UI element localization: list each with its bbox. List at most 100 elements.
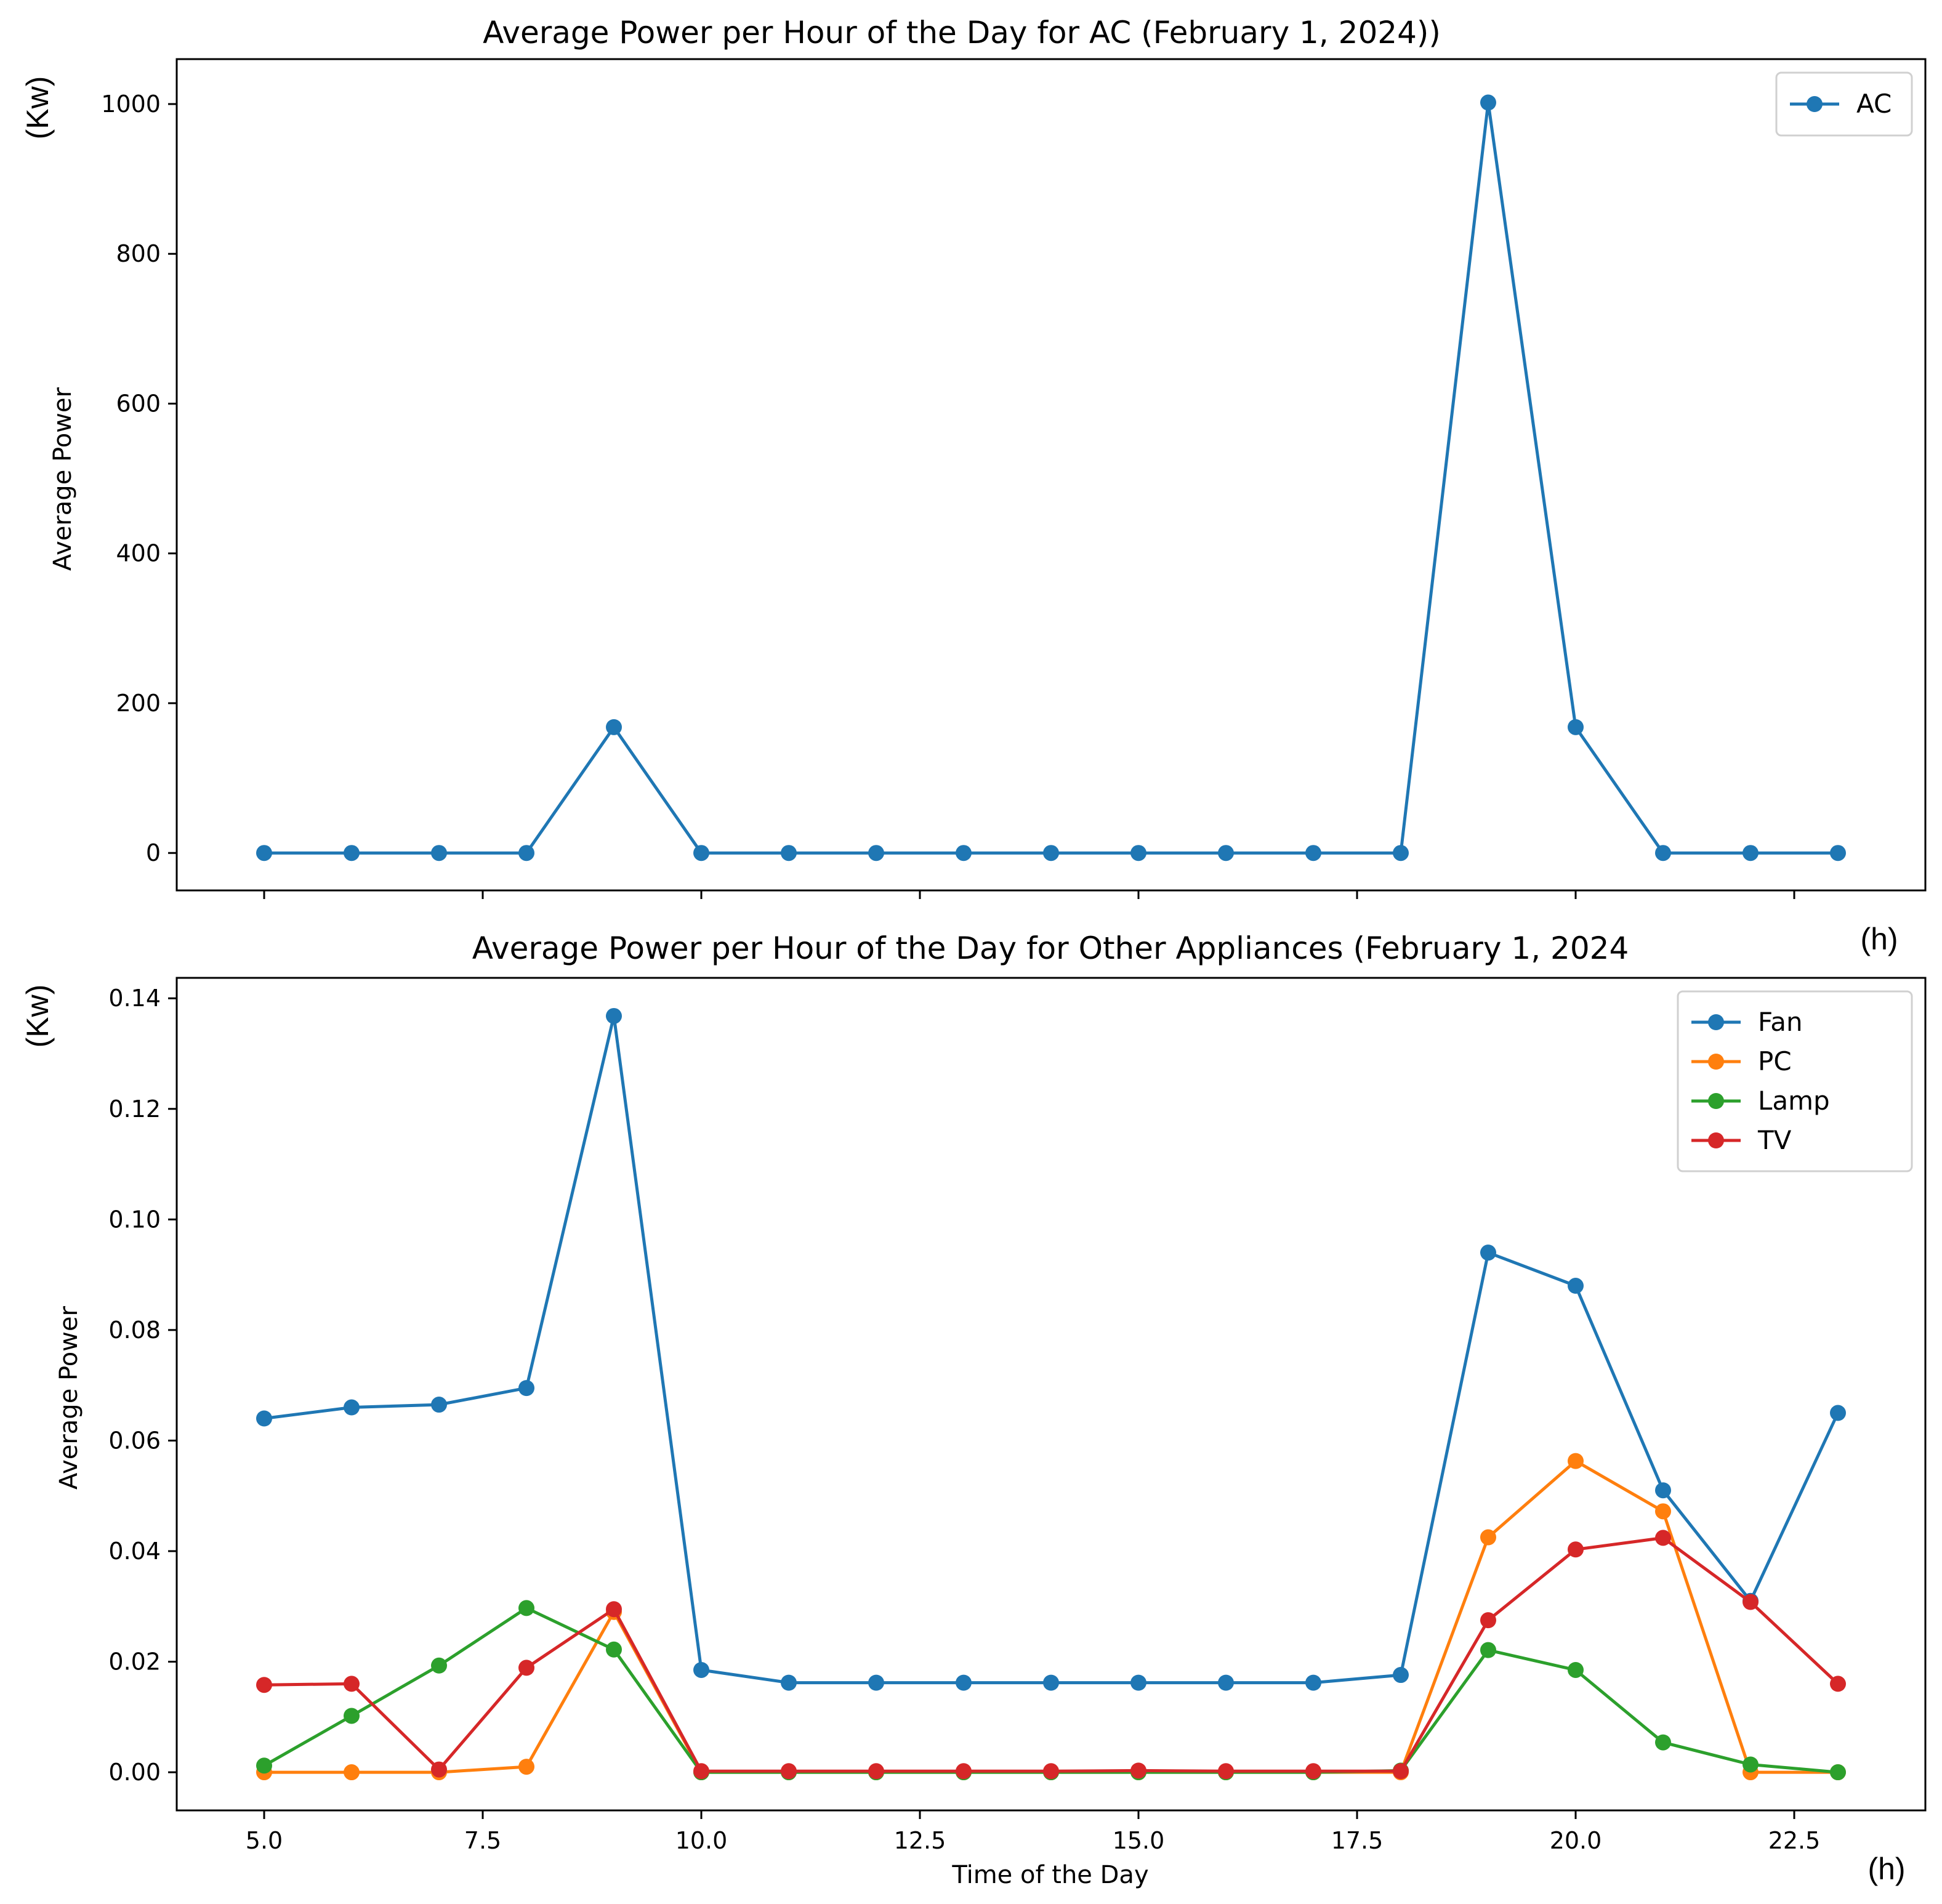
lamp-data-point: [606, 1641, 622, 1658]
appliances-y-tick-label: 0.14: [108, 985, 161, 1012]
fan-data-point: [1655, 1482, 1671, 1499]
lamp-legend-marker: [1708, 1093, 1724, 1109]
lamp-data-point: [256, 1757, 272, 1774]
fan-data-point: [1568, 1278, 1584, 1294]
pc-legend-marker: [1708, 1054, 1724, 1070]
tv-data-point: [1743, 1594, 1759, 1610]
ac-data-point: [1568, 719, 1584, 735]
ac-data-point: [431, 845, 447, 861]
ac-y-tick-label: 200: [116, 690, 161, 717]
fan-data-point: [781, 1674, 797, 1691]
lamp-data-point: [431, 1657, 447, 1674]
ac-data-point: [1743, 845, 1759, 861]
appliances-power-chart: Average Power per Hour of the Day for Ot…: [20, 930, 1927, 1889]
tv-data-point: [344, 1676, 360, 1692]
fan-series-line: [264, 1014, 1840, 1685]
tv-data-point: [1655, 1530, 1671, 1546]
lamp-data-point: [1830, 1764, 1846, 1781]
lamp-data-point: [1743, 1756, 1759, 1773]
tv-data-point: [1130, 1762, 1146, 1779]
appliances-x-axis-label: Time of the Day: [951, 1861, 1148, 1889]
appliances-x-tick-label: 17.5: [1331, 1827, 1384, 1854]
appliances-x-tick-label: 12.5: [894, 1827, 946, 1854]
fan-data-point: [956, 1674, 972, 1691]
tv-data-point: [1568, 1541, 1584, 1558]
appliances-y-tick-label: 0.00: [108, 1759, 161, 1786]
ac-y-unit: (Kw): [20, 76, 55, 140]
ac-data-point: [1393, 845, 1409, 861]
appliances-x-unit: (h): [1867, 1852, 1905, 1886]
fan-data-point: [1480, 1244, 1496, 1261]
tv-data-point: [606, 1601, 622, 1618]
ac-data-point: [781, 845, 797, 861]
ac-legend-marker: [1807, 96, 1823, 112]
appliances-x-tick-label: 22.5: [1768, 1827, 1821, 1854]
ac-y-tick-label: 1000: [101, 91, 161, 118]
appliances-x-tick-label: 10.0: [675, 1827, 728, 1854]
ac-data-point: [1043, 845, 1059, 861]
tv-data-point: [1218, 1763, 1234, 1780]
ac-data-point: [956, 845, 972, 861]
tv-data-point: [868, 1763, 884, 1780]
ac-x-unit: (h): [1860, 922, 1898, 956]
ac-series-line: [264, 101, 1838, 855]
appliances-legend: Fan PC Lamp TV: [1677, 990, 1913, 1172]
ac-data-point: [518, 845, 534, 861]
ac-legend: AC: [1775, 71, 1913, 137]
ac-data-point: [868, 845, 884, 861]
ac-y-tick-label: 600: [116, 390, 161, 417]
ac-data-point: [256, 845, 272, 861]
ac-data-point: [1130, 845, 1146, 861]
fan-data-point: [1130, 1674, 1146, 1691]
fan-data-point: [1218, 1674, 1234, 1691]
pc-legend-label: PC: [1758, 1046, 1792, 1076]
tv-data-point: [518, 1660, 534, 1676]
ac-legend-label: AC: [1856, 89, 1892, 119]
pc-data-point: [518, 1759, 534, 1775]
appliances-y-unit: (Kw): [20, 985, 55, 1048]
appliances-y-tick-label: 0.06: [108, 1427, 161, 1454]
ac-y-tick-label: 0: [146, 839, 161, 866]
tv-data-point: [1305, 1763, 1321, 1780]
fan-legend-label: Fan: [1758, 1007, 1803, 1037]
appliances-plot-area: [175, 977, 1927, 1812]
tv-data-point: [956, 1763, 972, 1780]
ac-data-point: [1480, 94, 1496, 111]
ac-data-point: [606, 719, 622, 735]
ac-data-point: [1305, 845, 1321, 861]
appliances-y-axis-label: Average Power: [55, 1305, 83, 1489]
fan-data-point: [1393, 1667, 1409, 1684]
fan-data-point: [344, 1399, 360, 1416]
ac-data-point: [1830, 845, 1846, 861]
lamp-data-point: [344, 1708, 360, 1724]
fan-data-point: [1043, 1674, 1059, 1691]
appliances-x-tick-label: 15.0: [1113, 1827, 1165, 1854]
fan-data-point: [256, 1410, 272, 1427]
tv-data-point: [693, 1763, 709, 1780]
lamp-data-point: [1568, 1661, 1584, 1678]
pc-data-point: [1568, 1453, 1584, 1469]
tv-legend-marker: [1708, 1132, 1724, 1148]
appliances-x-tick-label: 20.0: [1550, 1827, 1602, 1854]
ac-y-tick-label: 800: [116, 240, 161, 267]
tv-data-point: [431, 1761, 447, 1778]
fan-data-point: [1305, 1674, 1321, 1691]
ac-y-tick-label: 400: [116, 540, 161, 567]
fan-data-point: [431, 1397, 447, 1413]
tv-data-point: [1393, 1763, 1409, 1780]
tv-series-line: [264, 1536, 1839, 1773]
appliances-y-tick-label: 0.10: [108, 1206, 161, 1233]
fan-data-point: [868, 1674, 884, 1691]
tv-data-point: [256, 1677, 272, 1693]
ac-data-point: [1655, 845, 1671, 861]
ac-y-axis-label: Average Power: [49, 387, 77, 570]
appliances-y-tick-label: 0.12: [108, 1095, 161, 1123]
appliances-y-tick-label: 0.02: [108, 1648, 161, 1676]
ac-chart-title: Average Power per Hour of the Day for AC…: [483, 15, 1441, 50]
fan-data-point: [693, 1661, 709, 1678]
tv-data-point: [1043, 1763, 1059, 1780]
tv-data-point: [1480, 1612, 1496, 1629]
fan-data-point: [1830, 1405, 1846, 1421]
ac-data-point: [344, 845, 360, 861]
